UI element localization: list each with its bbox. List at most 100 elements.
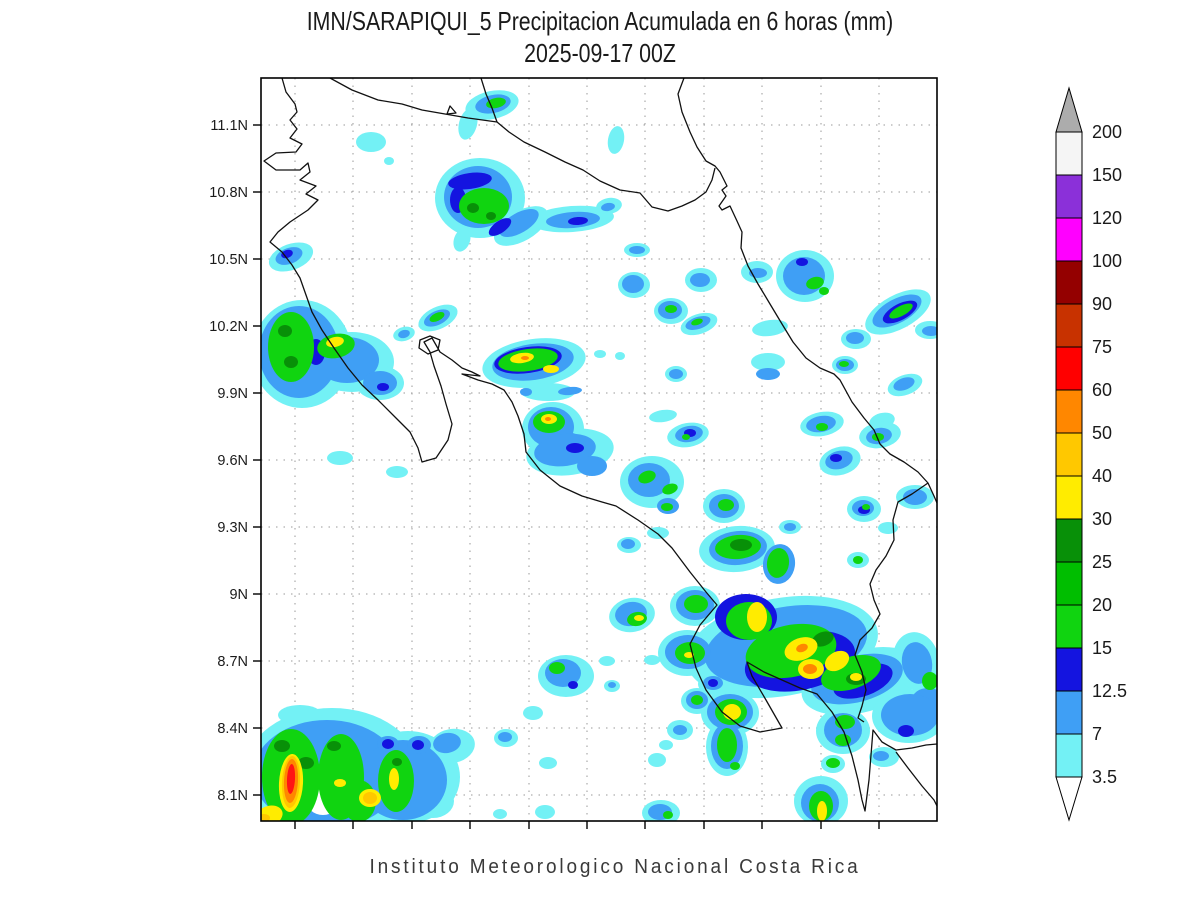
precip-cell-g — [816, 423, 828, 431]
precip-cell-b — [903, 489, 927, 505]
colorbar-value-label: 90 — [1092, 294, 1112, 314]
colorbar-segment — [1055, 217, 1083, 262]
colorbar-value-label: 120 — [1092, 208, 1122, 228]
chart-title: IMN/SARAPIQUI_5 Precipitacion Acumulada … — [306, 6, 894, 36]
precip-cell-b — [922, 326, 937, 336]
colorbar-value-label: 3.5 — [1092, 767, 1117, 787]
precip-cell-c — [594, 350, 606, 358]
precip-cell-d — [382, 739, 394, 749]
precip-cell-c — [386, 466, 408, 478]
colorbar-segment — [1055, 260, 1083, 305]
precip-cell-a — [261, 814, 270, 821]
precip-cell-g — [459, 188, 509, 224]
colorbar-value-label: 200 — [1092, 122, 1122, 142]
colorbar-value-label: 30 — [1092, 509, 1112, 529]
coastline-path — [263, 78, 937, 812]
colorbar-value-label: 50 — [1092, 423, 1112, 443]
colorbar-segment — [1055, 561, 1083, 606]
precip-cell-g3 — [467, 203, 479, 213]
source-caption: Instituto Meteorologico Nacional Costa R… — [369, 856, 861, 878]
precip-cell-b — [534, 433, 596, 467]
precip-cell-g — [922, 672, 937, 690]
precip-cell-g3 — [274, 740, 290, 752]
precip-cell-b — [608, 682, 616, 688]
precip-cell-b — [893, 377, 915, 391]
precip-cell-y — [684, 652, 694, 658]
precip-cell-y — [817, 801, 827, 821]
precip-cell-g — [663, 811, 673, 819]
precip-cell-b — [577, 456, 607, 476]
precip-cell-g3 — [812, 631, 834, 647]
lat-tick-label: 8.1N — [217, 788, 248, 804]
precip-cell-d — [448, 172, 492, 190]
colorbar-value-label: 7 — [1092, 724, 1102, 744]
axis-ticks — [253, 124, 880, 829]
lat-tick-label: 11.1N — [210, 118, 248, 134]
precip-cell-b — [499, 208, 539, 237]
lat-tick-label: 8.4N — [217, 721, 248, 737]
precip-cell-g — [429, 312, 445, 322]
colorbar-value-label: 25 — [1092, 552, 1112, 572]
precipitation-colorbar: 200 150 120 100 90 75 60 50 40 30 25 20 15 12.5 7 3.5 — [1055, 86, 1127, 822]
precip-cell-b — [622, 275, 644, 293]
precip-cell-r — [286, 764, 296, 794]
precip-cell-c — [327, 451, 353, 465]
precip-cell-b — [756, 368, 780, 380]
precip-cell-g — [661, 503, 673, 511]
colorbar-segment — [1055, 432, 1083, 477]
precip-cell-c — [356, 132, 386, 152]
precip-cell-b — [558, 386, 582, 396]
precip-cell-g3 — [392, 758, 402, 766]
colorbar-segment — [1055, 174, 1083, 219]
precip-cell-o — [545, 417, 551, 421]
precip-cell-o — [521, 356, 529, 360]
precip-cell-y — [747, 602, 767, 632]
precip-cell-y — [850, 673, 862, 681]
precip-cell-d — [796, 258, 808, 266]
axis-labels: 85.8W85.5W85.2W84.9W84.6W84.3W84W83.7W83… — [209, 118, 248, 804]
precip-cell-g — [717, 728, 737, 762]
precip-cell-g3 — [327, 741, 341, 751]
precip-cell-g — [766, 548, 790, 578]
precip-cell-c — [278, 705, 322, 725]
precip-cell-g — [691, 695, 703, 705]
lat-tick-label: 10.5N — [209, 252, 248, 268]
precip-cell-c — [659, 740, 673, 750]
precip-cell-o — [796, 643, 808, 653]
precip-cell-g — [665, 305, 677, 313]
precip-cell-b — [498, 732, 512, 742]
precip-cell-g — [691, 318, 703, 326]
colorbar-value-label: 20 — [1092, 595, 1112, 615]
precip-cell-c — [384, 157, 394, 165]
precip-cell-y — [824, 650, 850, 672]
precip-cell-c — [458, 108, 478, 140]
coastline-path — [480, 78, 498, 123]
precip-cell-g — [806, 276, 824, 290]
precip-cell-c — [535, 805, 555, 819]
coastline-path — [677, 78, 937, 504]
colorbar-segment — [1055, 604, 1083, 649]
precip-cell-c — [649, 409, 677, 423]
precip-cell-g3 — [730, 539, 752, 551]
precip-cell-g3 — [278, 325, 292, 337]
lat-tick-label: 9.3N — [217, 520, 248, 536]
colorbar-segment — [1055, 690, 1083, 735]
precip-cell-g — [638, 470, 656, 484]
precip-cell-a — [363, 792, 377, 804]
precip-cell-b — [673, 725, 687, 735]
precip-cell-c — [599, 656, 615, 666]
coastline-path — [895, 751, 937, 807]
colorbar-value-label: 100 — [1092, 251, 1122, 271]
lat-tick-label: 10.2N — [209, 319, 248, 335]
colorbar-segment — [1055, 647, 1083, 692]
precip-cell-g — [889, 303, 913, 319]
precip-cell-c — [607, 126, 625, 154]
precip-cell-g3 — [284, 356, 298, 368]
precip-cell-c — [752, 319, 788, 337]
precip-cell-c — [648, 753, 666, 767]
coastline-path — [854, 482, 929, 723]
precip-cell-g3 — [298, 757, 314, 769]
precip-cell-c — [453, 228, 471, 252]
precip-cell-b — [784, 523, 796, 531]
